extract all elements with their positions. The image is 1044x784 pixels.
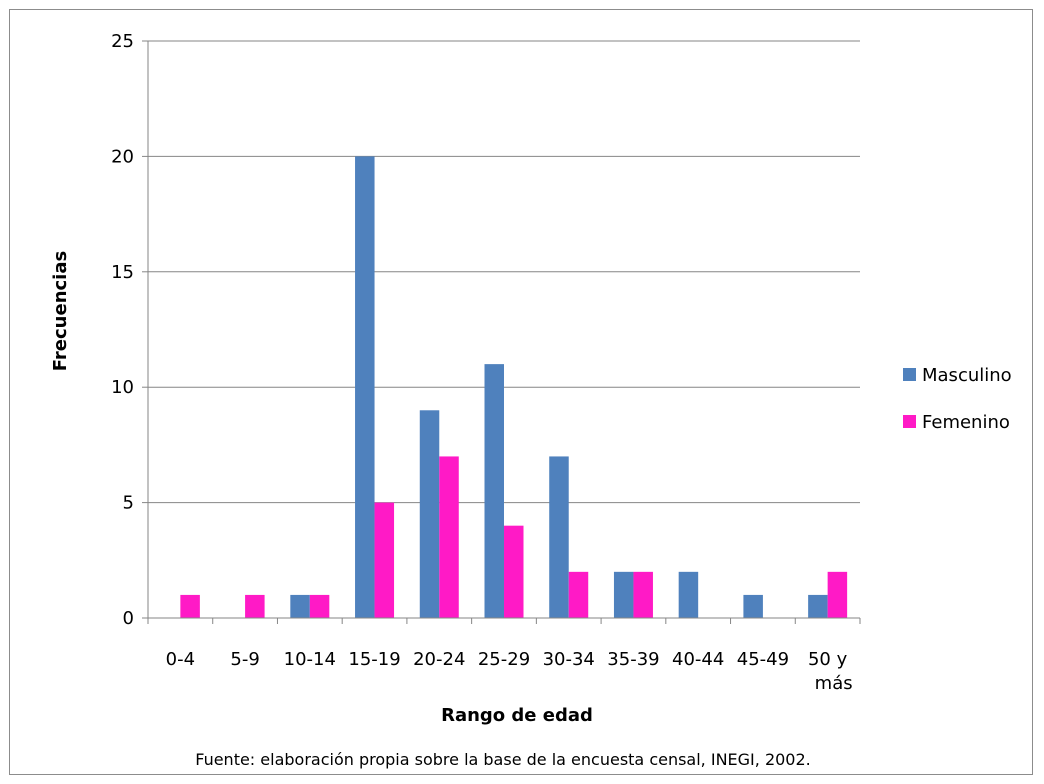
x-tick-label: 50 y más [808,649,853,694]
legend-swatch-masculino [903,368,916,381]
bar-masculino [678,571,699,618]
x-tick-label: 15-19 [348,649,400,670]
y-tick-label: 25 [111,31,134,52]
bar-masculino [290,594,310,618]
y-tick-label: 20 [111,146,134,167]
bar-masculino [743,594,763,618]
x-tick-labels: 0-4 5-9 10-14 15-19 20-24 25-29 30-34 35-39 40-4… [166,649,853,694]
x-tick-label: 25-29 [478,649,530,670]
legend: Masculino Femenino [903,365,1012,433]
bar-masculino [484,364,504,618]
legend-swatch-femenino [903,415,916,428]
bar-masculino [808,594,828,618]
bars [180,156,848,618]
gridlines [142,40,860,619]
legend-label-masculino: Masculino [922,365,1012,386]
bar-femenino [504,525,524,618]
bar-femenino [245,594,265,618]
bar-femenino [374,502,395,618]
y-tick-label: 15 [111,262,134,283]
y-tick-label: 10 [111,377,134,398]
bar-femenino [180,594,200,618]
x-tick-label: 10-14 [284,649,336,670]
x-tick-label: 45-49 [737,649,789,670]
x-tick-label: 35-39 [607,649,659,670]
y-tick-label: 0 [123,608,134,629]
bar-masculino [355,156,375,618]
bar-masculino [613,571,634,618]
x-tick-label: 0-4 [166,649,195,670]
x-axis-title: Rango de edad [441,705,593,726]
bar-femenino [633,571,653,618]
x-tick-label: 40-44 [672,649,724,670]
bar-masculino [549,456,569,618]
y-tick-labels: 0 5 10 15 20 25 [111,31,134,629]
x-tick-label: 20-24 [413,649,465,670]
bar-femenino [568,571,589,618]
bar-masculino [419,410,440,618]
bar-femenino [309,594,330,618]
bar-femenino [439,456,459,618]
y-tick-label: 5 [123,493,134,514]
y-axis-title: Frecuencias [50,251,71,371]
source-note: Fuente: elaboración propia sobre la base… [195,750,811,769]
x-tick-label: 5-9 [230,649,259,670]
chart-frame: 0 5 10 15 20 25 0-4 5-9 10-14 15-19 20-24 25-29 30-… [9,9,1033,775]
bar-femenino [827,571,848,618]
legend-label-femenino: Femenino [922,412,1010,433]
axes [147,41,861,624]
x-tick-label: 30-34 [543,649,595,670]
bar-chart: 0 5 10 15 20 25 0-4 5-9 10-14 15-19 20-24 25-29 30-… [50,31,1012,769]
